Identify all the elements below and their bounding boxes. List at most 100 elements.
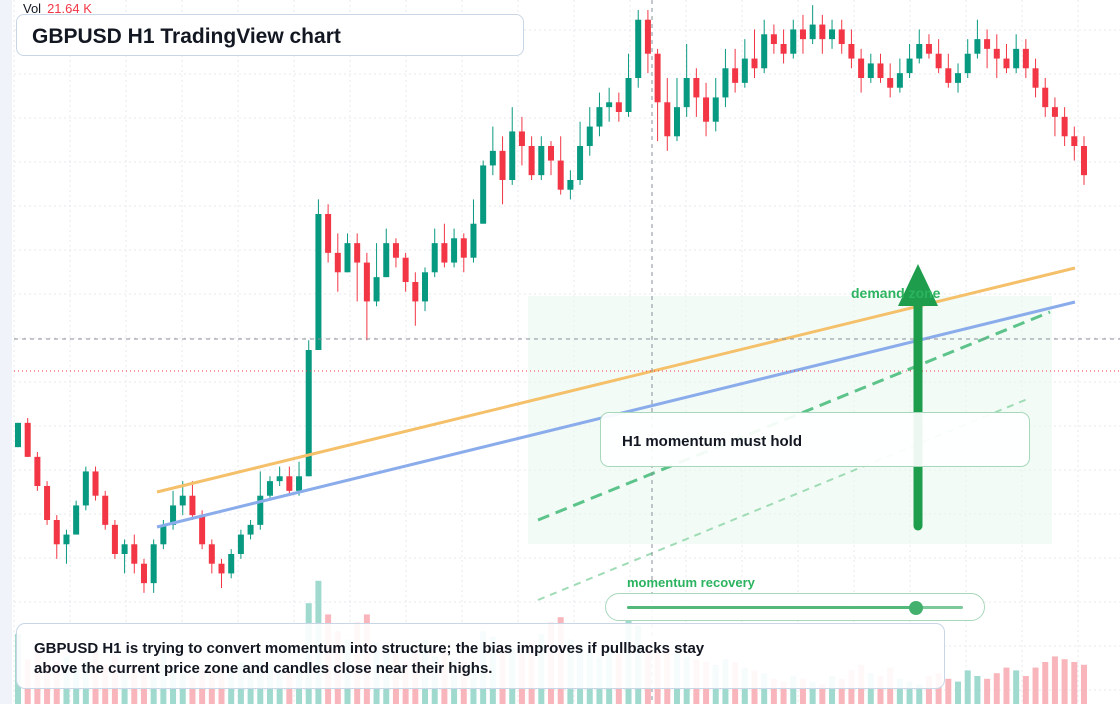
candle-body[interactable] <box>237 534 244 554</box>
candle-body[interactable] <box>189 495 196 516</box>
candle-body[interactable] <box>82 471 89 506</box>
candle-body[interactable] <box>906 58 913 74</box>
candle-body[interactable] <box>1032 68 1039 88</box>
candle-body[interactable] <box>24 422 31 457</box>
candle-body[interactable] <box>925 44 932 54</box>
candle-body[interactable] <box>247 524 254 535</box>
candle-body[interactable] <box>296 476 303 491</box>
candle-body[interactable] <box>1061 116 1068 137</box>
candle-body[interactable] <box>896 73 903 88</box>
candle-body[interactable] <box>625 78 632 112</box>
candle-body[interactable] <box>654 53 661 103</box>
candle-body[interactable] <box>354 243 361 263</box>
candle-body[interactable] <box>664 102 671 137</box>
candle-body[interactable] <box>392 243 399 258</box>
candle-body[interactable] <box>877 63 884 78</box>
candle-body[interactable] <box>935 53 942 69</box>
candle-body[interactable] <box>218 563 225 574</box>
candle-body[interactable] <box>770 34 777 44</box>
candle-body[interactable] <box>14 422 22 448</box>
candle-body[interactable] <box>790 29 797 54</box>
candle-body[interactable] <box>412 282 419 302</box>
candle-body[interactable] <box>34 456 41 486</box>
candle-body[interactable] <box>489 150 496 166</box>
candle-body[interactable] <box>63 534 70 545</box>
candle-body[interactable] <box>712 97 719 122</box>
candle-body[interactable] <box>1071 136 1078 146</box>
candle-body[interactable] <box>402 257 409 282</box>
candle-body[interactable] <box>257 495 264 525</box>
candle-body[interactable] <box>732 68 739 83</box>
candle-body[interactable] <box>761 34 768 69</box>
candle-body[interactable] <box>528 146 535 176</box>
candle-body[interactable] <box>751 58 758 69</box>
candle-body[interactable] <box>577 146 584 180</box>
candle-body[interactable] <box>838 29 845 44</box>
candle-body[interactable] <box>53 520 60 545</box>
candle-body[interactable] <box>848 44 855 59</box>
candle-body[interactable] <box>538 146 545 176</box>
candle-body[interactable] <box>858 58 865 78</box>
candle-body[interactable] <box>964 53 971 74</box>
candle-body[interactable] <box>44 486 51 520</box>
candle-body[interactable] <box>111 524 118 554</box>
candle-body[interactable] <box>509 131 516 180</box>
candle-body[interactable] <box>92 471 99 496</box>
candle-body[interactable] <box>228 554 235 574</box>
candle-body[interactable] <box>955 73 962 83</box>
candle-body[interactable] <box>73 505 80 535</box>
candle-body[interactable] <box>741 58 748 83</box>
candle-body[interactable] <box>315 214 322 350</box>
candle-body[interactable] <box>945 68 952 83</box>
candle-body[interactable] <box>150 544 157 584</box>
candle-body[interactable] <box>644 19 651 54</box>
candle-body[interactable] <box>276 476 283 482</box>
momentum-knob[interactable] <box>908 601 923 615</box>
candle-body[interactable] <box>305 350 312 477</box>
candle-body[interactable] <box>1051 107 1058 117</box>
candle-body[interactable] <box>1080 146 1088 176</box>
candle-body[interactable] <box>121 544 128 554</box>
candle-body[interactable] <box>199 515 206 545</box>
candle-body[interactable] <box>460 238 467 258</box>
candle-body[interactable] <box>984 39 991 49</box>
candle-body[interactable] <box>441 243 448 263</box>
candle-body[interactable] <box>373 277 380 302</box>
candle-body[interactable] <box>422 272 429 302</box>
candle-body[interactable] <box>1022 48 1029 69</box>
candle-body[interactable] <box>780 44 787 54</box>
candle-body[interactable] <box>518 131 525 146</box>
candle-body[interactable] <box>325 214 332 253</box>
candle-body[interactable] <box>703 97 710 122</box>
candle-body[interactable] <box>615 102 622 112</box>
candle-body[interactable] <box>683 78 690 108</box>
candle-body[interactable] <box>1013 48 1020 69</box>
candle-body[interactable] <box>344 243 351 273</box>
candle-body[interactable] <box>363 262 370 302</box>
momentum-slider[interactable] <box>605 593 985 621</box>
candle-body[interactable] <box>586 126 593 146</box>
candle-body[interactable] <box>451 238 458 263</box>
candle-body[interactable] <box>131 544 138 564</box>
candle-body[interactable] <box>266 481 273 496</box>
candle-body[interactable] <box>547 146 555 161</box>
candle-body[interactable] <box>819 24 826 40</box>
candle-body[interactable] <box>799 29 806 40</box>
candle-body[interactable] <box>673 107 680 137</box>
candle-body[interactable] <box>208 544 215 564</box>
candle-body[interactable] <box>722 68 729 98</box>
candle-body[interactable] <box>567 180 574 190</box>
candle-body[interactable] <box>557 160 564 190</box>
candle-body[interactable] <box>1003 58 1010 69</box>
candle-body[interactable] <box>809 24 816 40</box>
candle-body[interactable] <box>480 165 487 224</box>
candle-body[interactable] <box>102 495 109 525</box>
candle-body[interactable] <box>470 223 477 258</box>
candle-body[interactable] <box>867 63 874 78</box>
candle-body[interactable] <box>606 102 613 108</box>
candle-body[interactable] <box>160 524 167 545</box>
candle-body[interactable] <box>829 29 836 40</box>
candle-body[interactable] <box>383 243 390 278</box>
candle-body[interactable] <box>334 252 341 273</box>
candle-body[interactable] <box>499 150 506 180</box>
